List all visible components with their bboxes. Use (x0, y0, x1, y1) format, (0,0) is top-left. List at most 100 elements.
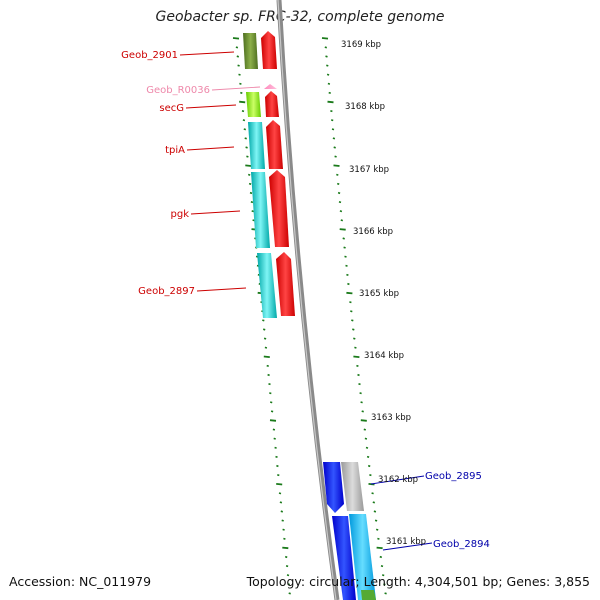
minor-tick (247, 173, 251, 176)
map-title: Geobacter sp. FRC-32, complete genome (155, 9, 445, 25)
label-tpia[interactable]: tpiA (165, 145, 185, 156)
minor-tick (374, 519, 378, 522)
minor-tick (365, 446, 369, 449)
gene-secg-block[interactable] (246, 92, 261, 117)
gene-geob-2894-arrow[interactable] (332, 516, 356, 600)
minor-tick (276, 464, 279, 468)
minor-tick (273, 437, 276, 440)
minor-tick (266, 364, 269, 367)
minor-tick (381, 574, 385, 577)
label-geob-r0036[interactable]: Geob_R0036 (146, 85, 210, 96)
major-tick (239, 100, 246, 104)
gene-pgk-arrow[interactable] (269, 170, 289, 247)
minor-tick (281, 519, 284, 522)
gene-tpia-arrow[interactable] (266, 120, 283, 169)
gene-geob-2895-block[interactable] (341, 462, 364, 511)
minor-tick (241, 110, 245, 113)
minor-tick (347, 282, 350, 286)
genome-backbone (276, 0, 340, 600)
minor-tick (384, 592, 387, 595)
label-secg[interactable]: secG (159, 103, 184, 114)
minor-tick (352, 328, 355, 331)
minor-tick (262, 319, 265, 322)
label-geob-2895[interactable]: Geob_2895 (425, 471, 482, 482)
major-tick (232, 37, 240, 40)
minor-tick (285, 565, 289, 568)
minor-tick (288, 592, 291, 595)
kbp-label: 3164 kbp (364, 351, 404, 361)
minor-tick (283, 537, 286, 540)
minor-tick (373, 510, 377, 513)
gene-geob-r0036-arrow[interactable] (264, 84, 277, 89)
minor-tick (379, 555, 383, 559)
minor-tick (262, 328, 266, 331)
gene-geob-2897-arrow[interactable] (276, 252, 295, 316)
minor-tick (326, 73, 330, 76)
gene-geob-2901-arrow[interactable] (261, 31, 277, 69)
kbp-label: 3162 kbp (378, 475, 418, 485)
label-geob-2894[interactable]: Geob_2894 (433, 539, 490, 550)
minor-tick (332, 137, 336, 140)
minor-tick (272, 428, 276, 431)
inner-tick-track (321, 37, 387, 595)
major-tick (327, 100, 334, 104)
minor-tick (246, 155, 249, 158)
minor-tick (239, 82, 242, 85)
gene-geob-2897-block[interactable] (257, 253, 277, 318)
minor-tick (330, 119, 334, 122)
minor-tick (337, 191, 341, 195)
minor-tick (358, 383, 361, 386)
label-leaders (179, 51, 433, 551)
kbp-labels: 3169 kbp 3168 kbp 3167 kbp 3166 kbp 3165… (341, 40, 426, 547)
gene-labels: Geob_2901 Geob_R0036 secG tpiA pgk Geob_… (121, 50, 490, 550)
minor-tick (383, 583, 386, 586)
major-tick (321, 37, 329, 40)
minor-tick (371, 492, 374, 495)
minor-tick (238, 73, 241, 76)
label-geob-2897[interactable]: Geob_2897 (138, 286, 195, 297)
minor-tick (242, 119, 246, 122)
minor-tick (345, 264, 348, 267)
minor-tick (324, 46, 328, 49)
minor-tick (333, 146, 336, 149)
minor-tick (264, 346, 268, 349)
minor-tick (249, 191, 253, 195)
major-tick (360, 419, 367, 422)
kbp-label: 3165 kbp (359, 289, 399, 299)
label-geob-2901[interactable]: Geob_2901 (121, 50, 178, 61)
gene-tpia-block[interactable] (248, 122, 265, 169)
minor-tick (349, 301, 352, 304)
minor-tick (357, 373, 360, 377)
minor-tick (361, 410, 364, 413)
minor-tick (279, 501, 283, 504)
minor-tick (353, 337, 356, 340)
minor-tick (328, 91, 331, 94)
minor-tick (342, 237, 345, 240)
minor-tick (334, 155, 337, 158)
minor-tick (267, 373, 270, 377)
minor-tick (325, 55, 328, 58)
minor-tick (330, 110, 333, 113)
minor-tick (287, 583, 291, 586)
major-tick (269, 419, 277, 422)
minor-tick (240, 91, 243, 94)
gene-geob-2901-block[interactable] (243, 33, 258, 69)
minor-tick (237, 64, 240, 67)
kbp-label: 3168 kbp (345, 102, 385, 112)
minor-tick (360, 401, 363, 404)
minor-tick (354, 346, 357, 349)
minor-tick (340, 219, 344, 222)
minor-tick (367, 464, 371, 468)
label-pgk[interactable]: pgk (171, 209, 190, 220)
minor-tick (236, 55, 240, 58)
minor-tick (251, 210, 254, 213)
gene-secg-arrow[interactable] (265, 91, 279, 117)
minor-tick (270, 410, 274, 413)
gene-pgk-block[interactable] (251, 172, 270, 248)
minor-tick (248, 182, 252, 185)
gene-geob-2894-block[interactable] (349, 514, 376, 600)
minor-tick (364, 437, 368, 440)
major-tick (263, 355, 270, 358)
gene-geob-2895-arrow[interactable] (323, 462, 344, 513)
minor-tick (284, 555, 288, 559)
